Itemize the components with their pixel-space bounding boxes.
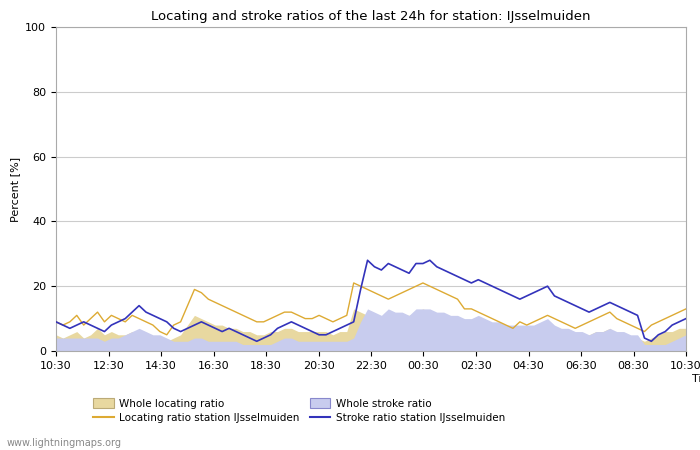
Title: Locating and stroke ratios of the last 24h for station: IJsselmuiden: Locating and stroke ratios of the last 2… [151,10,591,23]
Legend: Whole locating ratio, Locating ratio station IJsselmuiden, Whole stroke ratio, S: Whole locating ratio, Locating ratio sta… [92,398,505,423]
Text: Time: Time [692,374,700,384]
Text: www.lightningmaps.org: www.lightningmaps.org [7,438,122,448]
Y-axis label: Percent [%]: Percent [%] [10,157,20,221]
